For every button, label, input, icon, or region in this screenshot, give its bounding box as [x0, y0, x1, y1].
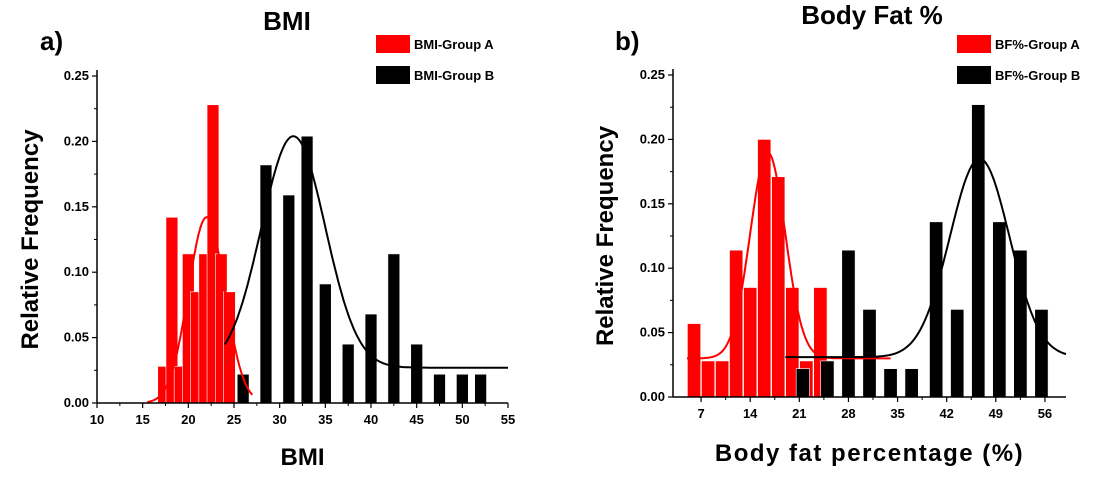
- legend-entry-group-b: BMI-Group B: [376, 66, 494, 84]
- x-tick-label: 21: [792, 406, 806, 421]
- bar: [300, 135, 314, 404]
- bar: [1034, 309, 1049, 398]
- y-tick-label: 0.00: [64, 395, 89, 410]
- bar: [701, 360, 716, 398]
- bar: [341, 343, 355, 404]
- y-tick-label: 0.25: [64, 68, 89, 83]
- y-tick-label: 0.10: [640, 260, 665, 275]
- x-tick-label: 45: [409, 412, 423, 427]
- y-tick-label: 0.05: [64, 330, 89, 345]
- legend-label: BMI-Group A: [414, 37, 494, 52]
- legend-swatch: [376, 66, 410, 84]
- bar: [883, 368, 898, 398]
- bar: [282, 194, 296, 404]
- legend-entry-group-b: BF%-Group B: [957, 66, 1080, 84]
- bar: [795, 368, 810, 398]
- x-tick-label: 14: [743, 406, 758, 421]
- y-axis-title: Relative Frequency: [17, 129, 44, 350]
- legend-label: BF%-Group A: [995, 37, 1080, 52]
- bar: [841, 249, 856, 398]
- y-tick-label: 0.20: [64, 133, 89, 148]
- x-tick-label: 10: [90, 412, 104, 427]
- bar: [319, 283, 332, 404]
- bar: [904, 368, 919, 398]
- series-group-a-bars: [687, 139, 828, 398]
- legend-label: BMI-Group B: [414, 68, 494, 83]
- bar: [743, 287, 758, 398]
- fit-curve-group-b: [785, 157, 1067, 359]
- fit-curve-group-b: [224, 135, 508, 369]
- series-group-a-bars: [157, 104, 236, 404]
- fit-curve-group-a: [687, 151, 891, 360]
- panel-label: a): [40, 26, 63, 56]
- bar: [771, 176, 786, 398]
- legend-swatch: [957, 35, 991, 53]
- x-tick-label: 28: [841, 406, 855, 421]
- x-tick-label: 15: [135, 412, 149, 427]
- legend-label: BF%-Group B: [995, 68, 1080, 83]
- legend-swatch: [957, 66, 991, 84]
- bar: [687, 323, 702, 398]
- chart-panel-bmi: a) BMI 0.00 0.05 0.10 0.15 0.20 0.25 10 15 20 25 30 3…: [17, 6, 515, 471]
- y-tick-label: 0.25: [640, 67, 665, 82]
- x-tick-label: 20: [181, 412, 195, 427]
- series-group-b-bars: [236, 135, 487, 404]
- bar: [223, 291, 236, 404]
- x-tick-label: 30: [272, 412, 286, 427]
- legend-swatch: [376, 35, 410, 53]
- x-tick-label: 49: [989, 406, 1003, 421]
- bar: [387, 253, 401, 404]
- bar: [971, 104, 986, 398]
- x-tick-label: 35: [318, 412, 332, 427]
- x-tick-label: 25: [227, 412, 241, 427]
- bar: [715, 360, 730, 398]
- x-tick-label: 55: [501, 412, 515, 427]
- legend-entry-group-a: BMI-Group A: [376, 35, 494, 53]
- x-tick-label: 40: [364, 412, 378, 427]
- chart-title: Body Fat %: [801, 0, 943, 30]
- bar: [862, 309, 877, 398]
- bar: [729, 249, 744, 398]
- fit-curve-group-a: [146, 216, 254, 404]
- chart-panel-body-fat: b) Body Fat % 0.00 0.05 0.10 0.15 0.20 0.25 7 14 2…: [592, 0, 1080, 467]
- y-tick-label: 0.15: [640, 196, 665, 211]
- y-axis-title: Relative Frequency: [592, 125, 619, 346]
- bar: [410, 343, 423, 404]
- y-tick-label: 0.05: [640, 325, 665, 340]
- chart-title: BMI: [263, 6, 311, 36]
- x-tick-label: 7: [697, 406, 704, 421]
- y-tick-label: 0.15: [64, 199, 89, 214]
- panel-label: b): [615, 26, 640, 56]
- bar: [456, 373, 469, 404]
- bar: [820, 360, 835, 398]
- y-tick-label: 0.10: [64, 264, 89, 279]
- legend-entry-group-a: BF%-Group A: [957, 35, 1080, 53]
- bar: [433, 373, 446, 404]
- bar: [1013, 249, 1028, 398]
- x-tick-label: 35: [890, 406, 904, 421]
- x-axis-title: Body fat percentage (%): [715, 440, 1024, 467]
- y-tick-label: 0.20: [640, 131, 665, 146]
- x-tick-label: 56: [1038, 406, 1052, 421]
- y-tick-label: 0.00: [640, 389, 665, 404]
- bar: [474, 373, 487, 404]
- x-tick-label: 50: [455, 412, 469, 427]
- bar: [929, 221, 944, 398]
- x-tick-label: 42: [939, 406, 953, 421]
- bar: [259, 164, 273, 404]
- series-group-b-bars: [795, 104, 1049, 398]
- bar: [992, 221, 1007, 398]
- bar: [950, 309, 965, 398]
- x-axis-title: BMI: [281, 444, 325, 471]
